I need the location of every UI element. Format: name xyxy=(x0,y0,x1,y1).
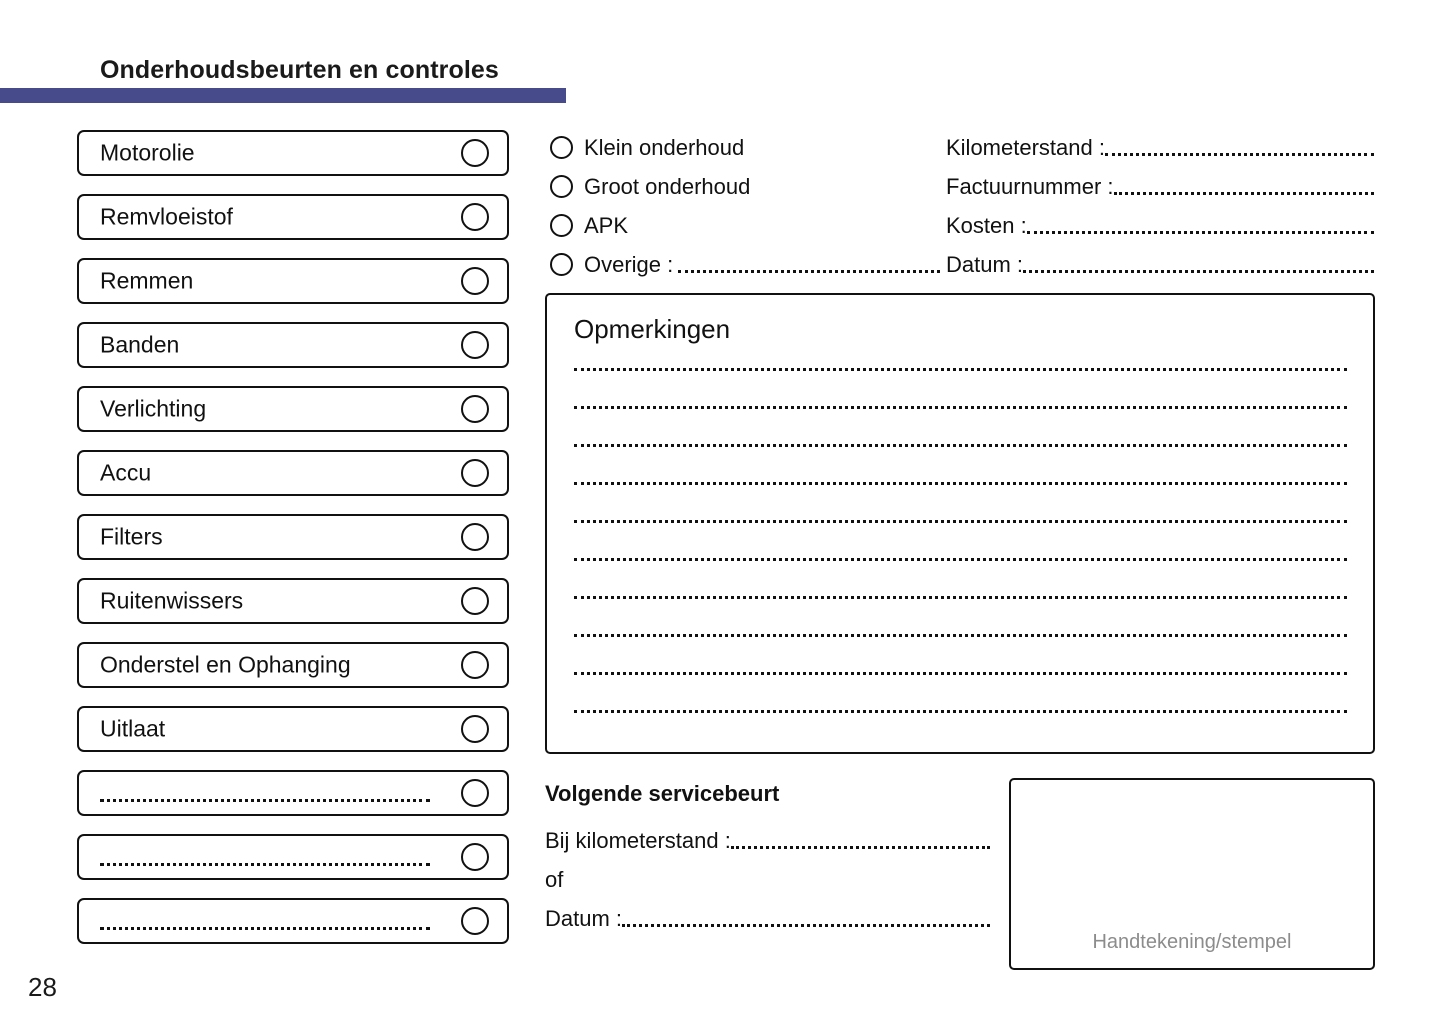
remarks-line[interactable] xyxy=(574,595,1347,599)
checklist-label: Filters xyxy=(100,523,163,550)
checkbox-circle-icon[interactable] xyxy=(461,395,489,423)
invoice-field-group: Kilometerstand : Factuurnummer : Kosten : D… xyxy=(946,128,1374,284)
remarks-writing-lines xyxy=(574,367,1347,747)
checklist-row[interactable]: Ruitenwissers xyxy=(77,578,509,624)
next-service-row[interactable]: of xyxy=(545,860,990,899)
checkbox-circle-icon[interactable] xyxy=(461,779,489,807)
checkbox-circle-icon[interactable] xyxy=(461,459,489,487)
page-title: Onderhoudsbeurten en controles xyxy=(100,56,499,84)
checklist-row[interactable] xyxy=(77,770,509,816)
checklist-row[interactable]: Motorolie xyxy=(77,130,509,176)
service-type-label: Klein onderhoud xyxy=(584,134,745,160)
checklist-label: Uitlaat xyxy=(100,715,166,742)
service-type-row[interactable]: Klein onderhoud xyxy=(550,128,940,167)
checklist-row[interactable]: Filters xyxy=(77,514,509,560)
invoice-field-label: Kosten : xyxy=(946,212,1027,238)
service-type-row[interactable]: Overige : xyxy=(550,245,940,284)
invoice-field-label: Datum : xyxy=(946,251,1024,277)
header-accent-rule xyxy=(0,88,566,103)
remarks-line[interactable] xyxy=(574,671,1347,675)
radio-circle-icon[interactable] xyxy=(550,136,573,159)
checklist-label: Motorolie xyxy=(100,139,195,166)
checkbox-circle-icon[interactable] xyxy=(461,907,489,935)
next-service-section: Volgende servicebeurt Bij kilometerstand… xyxy=(545,781,990,938)
maintenance-checklist: Motorolie Remvloeistof Remmen Banden Verlich… xyxy=(77,130,509,962)
next-service-row[interactable]: Bij kilometerstand : xyxy=(545,821,990,860)
next-service-label: Bij kilometerstand : xyxy=(545,827,731,853)
remarks-title: Opmerkingen xyxy=(574,314,731,344)
checkbox-circle-icon[interactable] xyxy=(461,331,489,359)
next-service-label: of xyxy=(545,866,564,892)
checkbox-circle-icon[interactable] xyxy=(461,715,489,743)
next-service-title: Volgende servicebeurt xyxy=(545,781,780,806)
checkbox-circle-icon[interactable] xyxy=(461,267,489,295)
checkbox-circle-icon[interactable] xyxy=(461,587,489,615)
page-number: 28 xyxy=(28,972,57,1002)
checklist-label: Remvloeistof xyxy=(100,203,233,230)
checklist-label: Verlichting xyxy=(100,395,207,422)
remarks-line[interactable] xyxy=(574,443,1347,447)
remarks-line[interactable] xyxy=(574,405,1347,409)
checklist-row[interactable] xyxy=(77,834,509,880)
next-service-write-in-line[interactable] xyxy=(622,923,990,927)
remarks-line[interactable] xyxy=(574,519,1347,523)
signature-caption: Handtekening/stempel xyxy=(1092,931,1292,953)
invoice-field-row[interactable]: Datum : xyxy=(946,245,1374,284)
service-type-row[interactable]: Groot onderhoud xyxy=(550,167,940,206)
invoice-field-label: Factuurnummer : xyxy=(946,173,1114,199)
checklist-row[interactable] xyxy=(77,898,509,944)
service-type-row[interactable]: APK xyxy=(550,206,940,245)
checklist-blank-line[interactable] xyxy=(100,861,430,867)
checklist-label: Onderstel en Ophanging xyxy=(100,651,351,678)
remarks-line[interactable] xyxy=(574,557,1347,561)
checklist-label: Accu xyxy=(100,459,152,486)
checklist-row[interactable]: Remvloeistof xyxy=(77,194,509,240)
invoice-field-row[interactable]: Factuurnummer : xyxy=(946,167,1374,206)
next-service-rows: Bij kilometerstand : of Datum : xyxy=(545,821,990,938)
invoice-field-write-in-line[interactable] xyxy=(1104,152,1374,156)
service-type-label: Overige : xyxy=(584,251,674,277)
checklist-row[interactable]: Banden xyxy=(77,322,509,368)
checklist-row[interactable]: Remmen xyxy=(77,258,509,304)
radio-circle-icon[interactable] xyxy=(550,214,573,237)
service-type-options: Klein onderhoud Groot onderhoud APK Overige… xyxy=(550,128,940,284)
service-type-write-in-line[interactable] xyxy=(678,269,940,273)
service-type-label: Groot onderhoud xyxy=(584,173,751,199)
checklist-row[interactable]: Uitlaat xyxy=(77,706,509,752)
remarks-box[interactable]: Opmerkingen xyxy=(545,293,1375,754)
invoice-field-write-in-line[interactable] xyxy=(1026,230,1374,234)
checklist-row[interactable]: Verlichting xyxy=(77,386,509,432)
checkbox-circle-icon[interactable] xyxy=(461,523,489,551)
next-service-label: Datum : xyxy=(545,905,623,931)
invoice-field-row[interactable]: Kilometerstand : xyxy=(946,128,1374,167)
checklist-label: Ruitenwissers xyxy=(100,587,244,614)
invoice-field-row[interactable]: Kosten : xyxy=(946,206,1374,245)
invoice-field-write-in-line[interactable] xyxy=(1023,269,1374,273)
radio-circle-icon[interactable] xyxy=(550,175,573,198)
checkbox-circle-icon[interactable] xyxy=(461,139,489,167)
invoice-field-label: Kilometerstand : xyxy=(946,134,1105,160)
invoice-field-write-in-line[interactable] xyxy=(1113,191,1374,195)
checklist-label: Banden xyxy=(100,331,180,358)
checklist-row[interactable]: Onderstel en Ophanging xyxy=(77,642,509,688)
remarks-line[interactable] xyxy=(574,367,1347,371)
checkbox-circle-icon[interactable] xyxy=(461,651,489,679)
checkbox-circle-icon[interactable] xyxy=(461,843,489,871)
remarks-line[interactable] xyxy=(574,709,1347,713)
next-service-write-in-line[interactable] xyxy=(730,845,990,849)
next-service-row[interactable]: Datum : xyxy=(545,899,990,938)
checklist-blank-line[interactable] xyxy=(100,925,430,931)
service-type-label: APK xyxy=(584,212,629,238)
radio-circle-icon[interactable] xyxy=(550,253,573,276)
remarks-line[interactable] xyxy=(574,481,1347,485)
signature-stamp-box[interactable]: Handtekening/stempel xyxy=(1009,778,1375,970)
checklist-blank-line[interactable] xyxy=(100,797,430,803)
remarks-line[interactable] xyxy=(574,633,1347,637)
checkbox-circle-icon[interactable] xyxy=(461,203,489,231)
checklist-label: Remmen xyxy=(100,267,194,294)
checklist-row[interactable]: Accu xyxy=(77,450,509,496)
